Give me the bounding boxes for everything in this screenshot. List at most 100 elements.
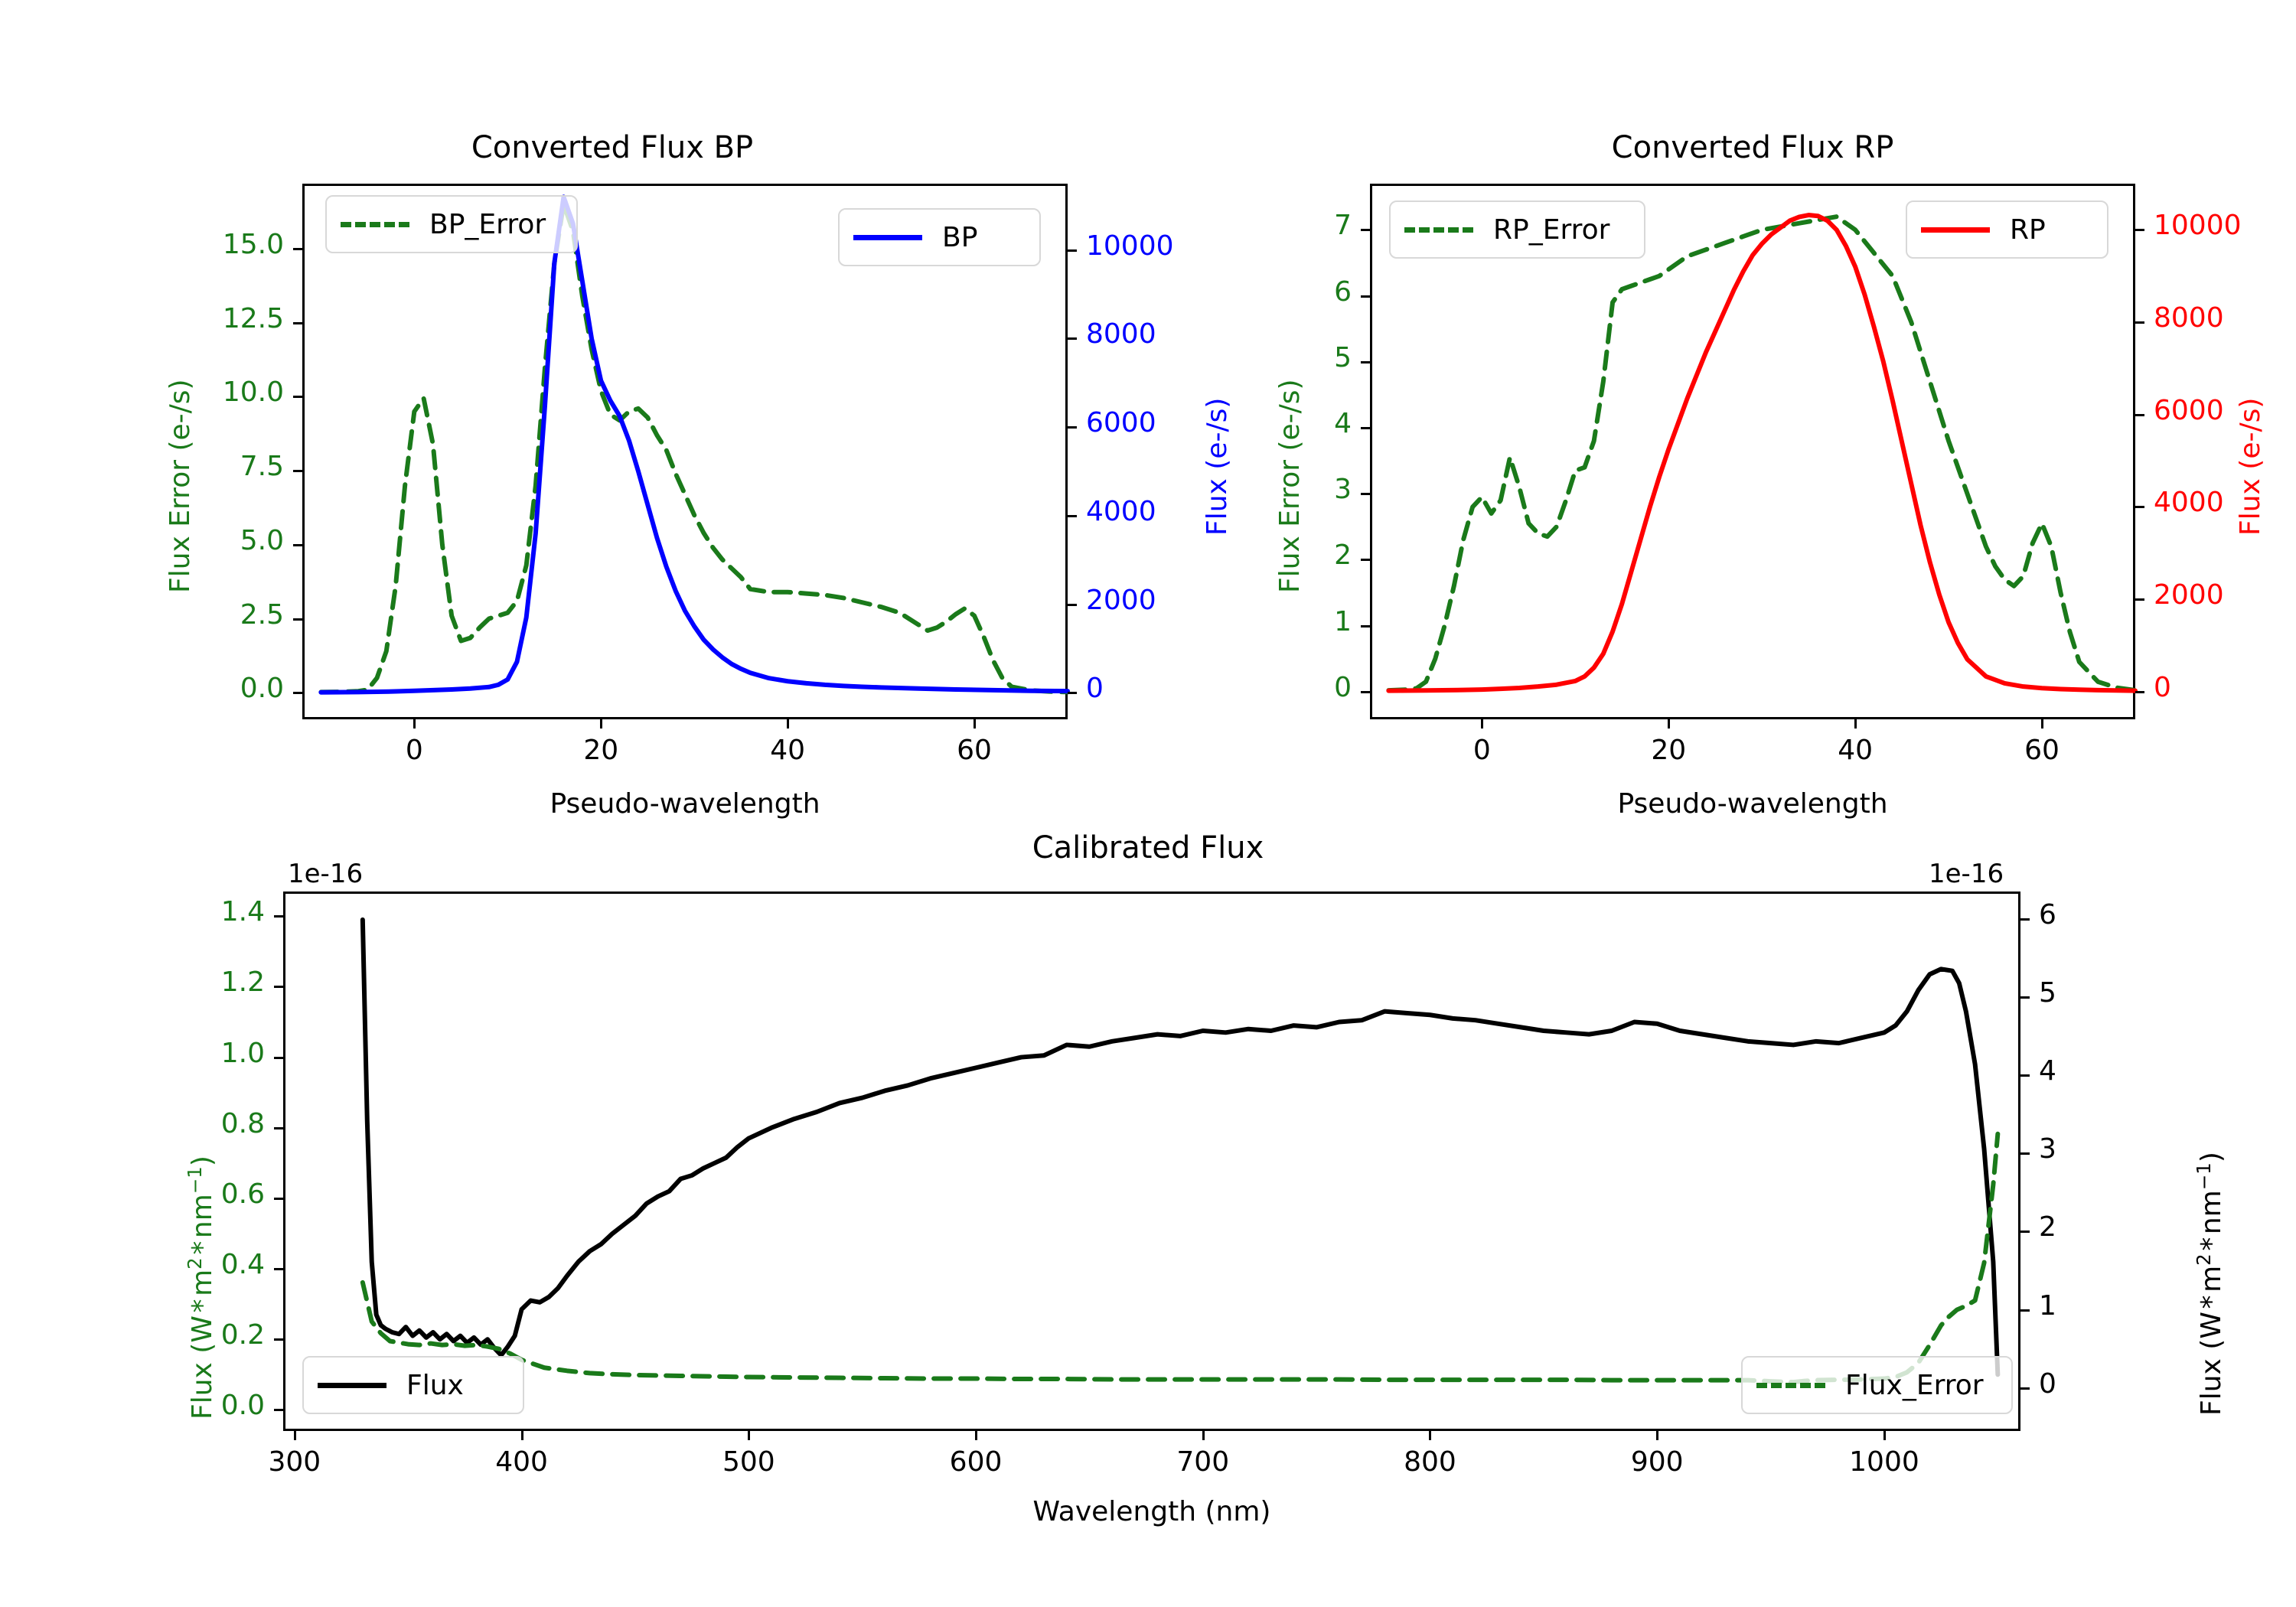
tick-mark: [2135, 506, 2144, 509]
y-tick-label-left: 1.4: [220, 896, 265, 928]
panel-bp-legend-error[interactable]: BP_Error: [325, 195, 578, 253]
x-tick-label: 0: [1473, 735, 1491, 766]
y-tick-label-left: 3: [1334, 474, 1352, 506]
tick-mark: [293, 248, 302, 251]
tick-mark: [2020, 918, 2030, 921]
tick-mark: [1883, 1431, 1886, 1440]
tick-mark: [1068, 514, 1077, 517]
tick-mark: [974, 719, 977, 729]
y-tick-label-right: 4000: [2154, 487, 2224, 519]
y-tick-label-left: 12.5: [222, 302, 284, 334]
panel-cal-legend-flux[interactable]: Flux: [302, 1356, 524, 1414]
y-tick-label-left: 1.0: [220, 1037, 265, 1069]
panel-rp-legend-flux[interactable]: RP: [1906, 200, 2108, 259]
solid-line-sample-icon: [853, 234, 922, 240]
x-tick-label: 60: [957, 735, 992, 766]
solid-line-sample-icon: [1921, 227, 1990, 233]
y-tick-label-left: 6: [1334, 275, 1352, 308]
panel-bp-legend-flux[interactable]: BP: [838, 208, 1041, 266]
x-tick-label: 20: [1651, 735, 1687, 766]
panel-bp-title: Converted Flux BP: [471, 130, 754, 165]
y-tick-label-left: 0.0: [220, 1390, 265, 1422]
tick-mark: [293, 1431, 296, 1440]
panel-rp-title: Converted Flux RP: [1611, 130, 1894, 165]
tick-mark: [274, 986, 283, 989]
tick-mark: [274, 1197, 283, 1200]
panel-bp-ylabel-left: Flux Error (e-/s): [165, 379, 196, 593]
y-tick-label-right: 10000: [1086, 230, 1174, 262]
y-tick-label-right: 8000: [2154, 302, 2224, 334]
tick-mark: [1361, 229, 1370, 232]
x-tick-label: 60: [2024, 735, 2060, 766]
tick-mark: [2020, 1152, 2030, 1156]
y-tick-label-right: 3: [2039, 1133, 2056, 1165]
tick-mark: [787, 719, 790, 729]
series-line-bp: [318, 194, 1070, 695]
y-tick-label-right: 5: [2039, 976, 2056, 1009]
tick-mark: [520, 1431, 523, 1440]
tick-mark: [600, 719, 603, 729]
panel-rp-legend-error[interactable]: RP_Error: [1389, 200, 1645, 259]
y-tick-label-right: 4: [2039, 1055, 2056, 1087]
tick-mark: [2041, 719, 2044, 729]
y-tick-label-right: 0: [2039, 1367, 2056, 1400]
panel-cal-title: Calibrated Flux: [1032, 830, 1264, 865]
x-tick-label: 600: [949, 1446, 1003, 1478]
dashed-line-sample-icon: [1404, 227, 1473, 233]
y-tick-label-left: 7: [1334, 210, 1352, 242]
y-tick-label-left: 15.0: [222, 229, 284, 261]
y-tick-label-right: 2: [2039, 1211, 2056, 1244]
x-tick-label: 500: [722, 1446, 775, 1478]
series-line-flux: [360, 917, 2001, 1377]
tick-mark: [293, 321, 302, 324]
tick-mark: [2020, 1074, 2030, 1077]
tick-mark: [293, 543, 302, 546]
solid-line-sample-icon: [318, 1382, 386, 1388]
y-tick-label-left: 2: [1334, 539, 1352, 572]
y-tick-label-left: 5: [1334, 341, 1352, 373]
y-tick-label-left: 5.0: [240, 524, 284, 556]
tick-mark: [274, 1338, 283, 1341]
y-tick-label-left: 0.4: [220, 1249, 265, 1281]
tick-mark: [1361, 295, 1370, 298]
tick-mark: [1068, 249, 1077, 252]
x-tick-label: 0: [405, 735, 423, 766]
panel-cal-legend-flux-error[interactable]: Flux_Error: [1741, 1356, 2013, 1414]
y-tick-label-right: 6000: [2154, 394, 2224, 426]
tick-mark: [413, 719, 416, 729]
x-tick-label: 800: [1404, 1446, 1456, 1478]
series-line-bp_error: [318, 202, 1070, 695]
tick-mark: [1481, 719, 1484, 729]
panel-rp-axes: [1370, 184, 2135, 719]
tick-mark: [1656, 1431, 1659, 1440]
dashed-line-sample-icon: [1756, 1382, 1825, 1388]
tick-mark: [2020, 1231, 2030, 1234]
y-tick-label-right: 6: [2039, 898, 2056, 931]
x-tick-label: 40: [770, 735, 806, 766]
tick-mark: [1068, 603, 1077, 606]
series-line-flux_error: [360, 1131, 2001, 1385]
tick-mark: [274, 1056, 283, 1059]
tick-mark: [293, 396, 302, 399]
tick-mark: [975, 1431, 978, 1440]
tick-mark: [1361, 493, 1370, 496]
y-tick-label-right: 0: [1086, 673, 1104, 705]
tick-mark: [2135, 690, 2144, 693]
legend-label-rp: RP: [2010, 214, 2046, 246]
y-tick-label-right: 4000: [1086, 495, 1156, 527]
y-tick-label-right: 1: [2039, 1289, 2056, 1322]
legend-label-flux: Flux: [406, 1369, 464, 1401]
tick-mark: [1361, 426, 1370, 429]
tick-mark: [1361, 360, 1370, 363]
y-tick-label-right: 6000: [1086, 407, 1156, 439]
tick-mark: [1429, 1431, 1432, 1440]
y-tick-label-right: 2000: [1086, 584, 1156, 616]
tick-mark: [2020, 996, 2030, 999]
y-tick-label-right: 8000: [1086, 318, 1156, 350]
y-tick-label-left: 0.8: [220, 1107, 265, 1139]
panel-bp-axes: [302, 184, 1068, 719]
tick-mark: [2135, 598, 2144, 601]
y-tick-label-left: 1: [1334, 605, 1352, 637]
tick-mark: [274, 1268, 283, 1271]
tick-mark: [274, 1126, 283, 1129]
